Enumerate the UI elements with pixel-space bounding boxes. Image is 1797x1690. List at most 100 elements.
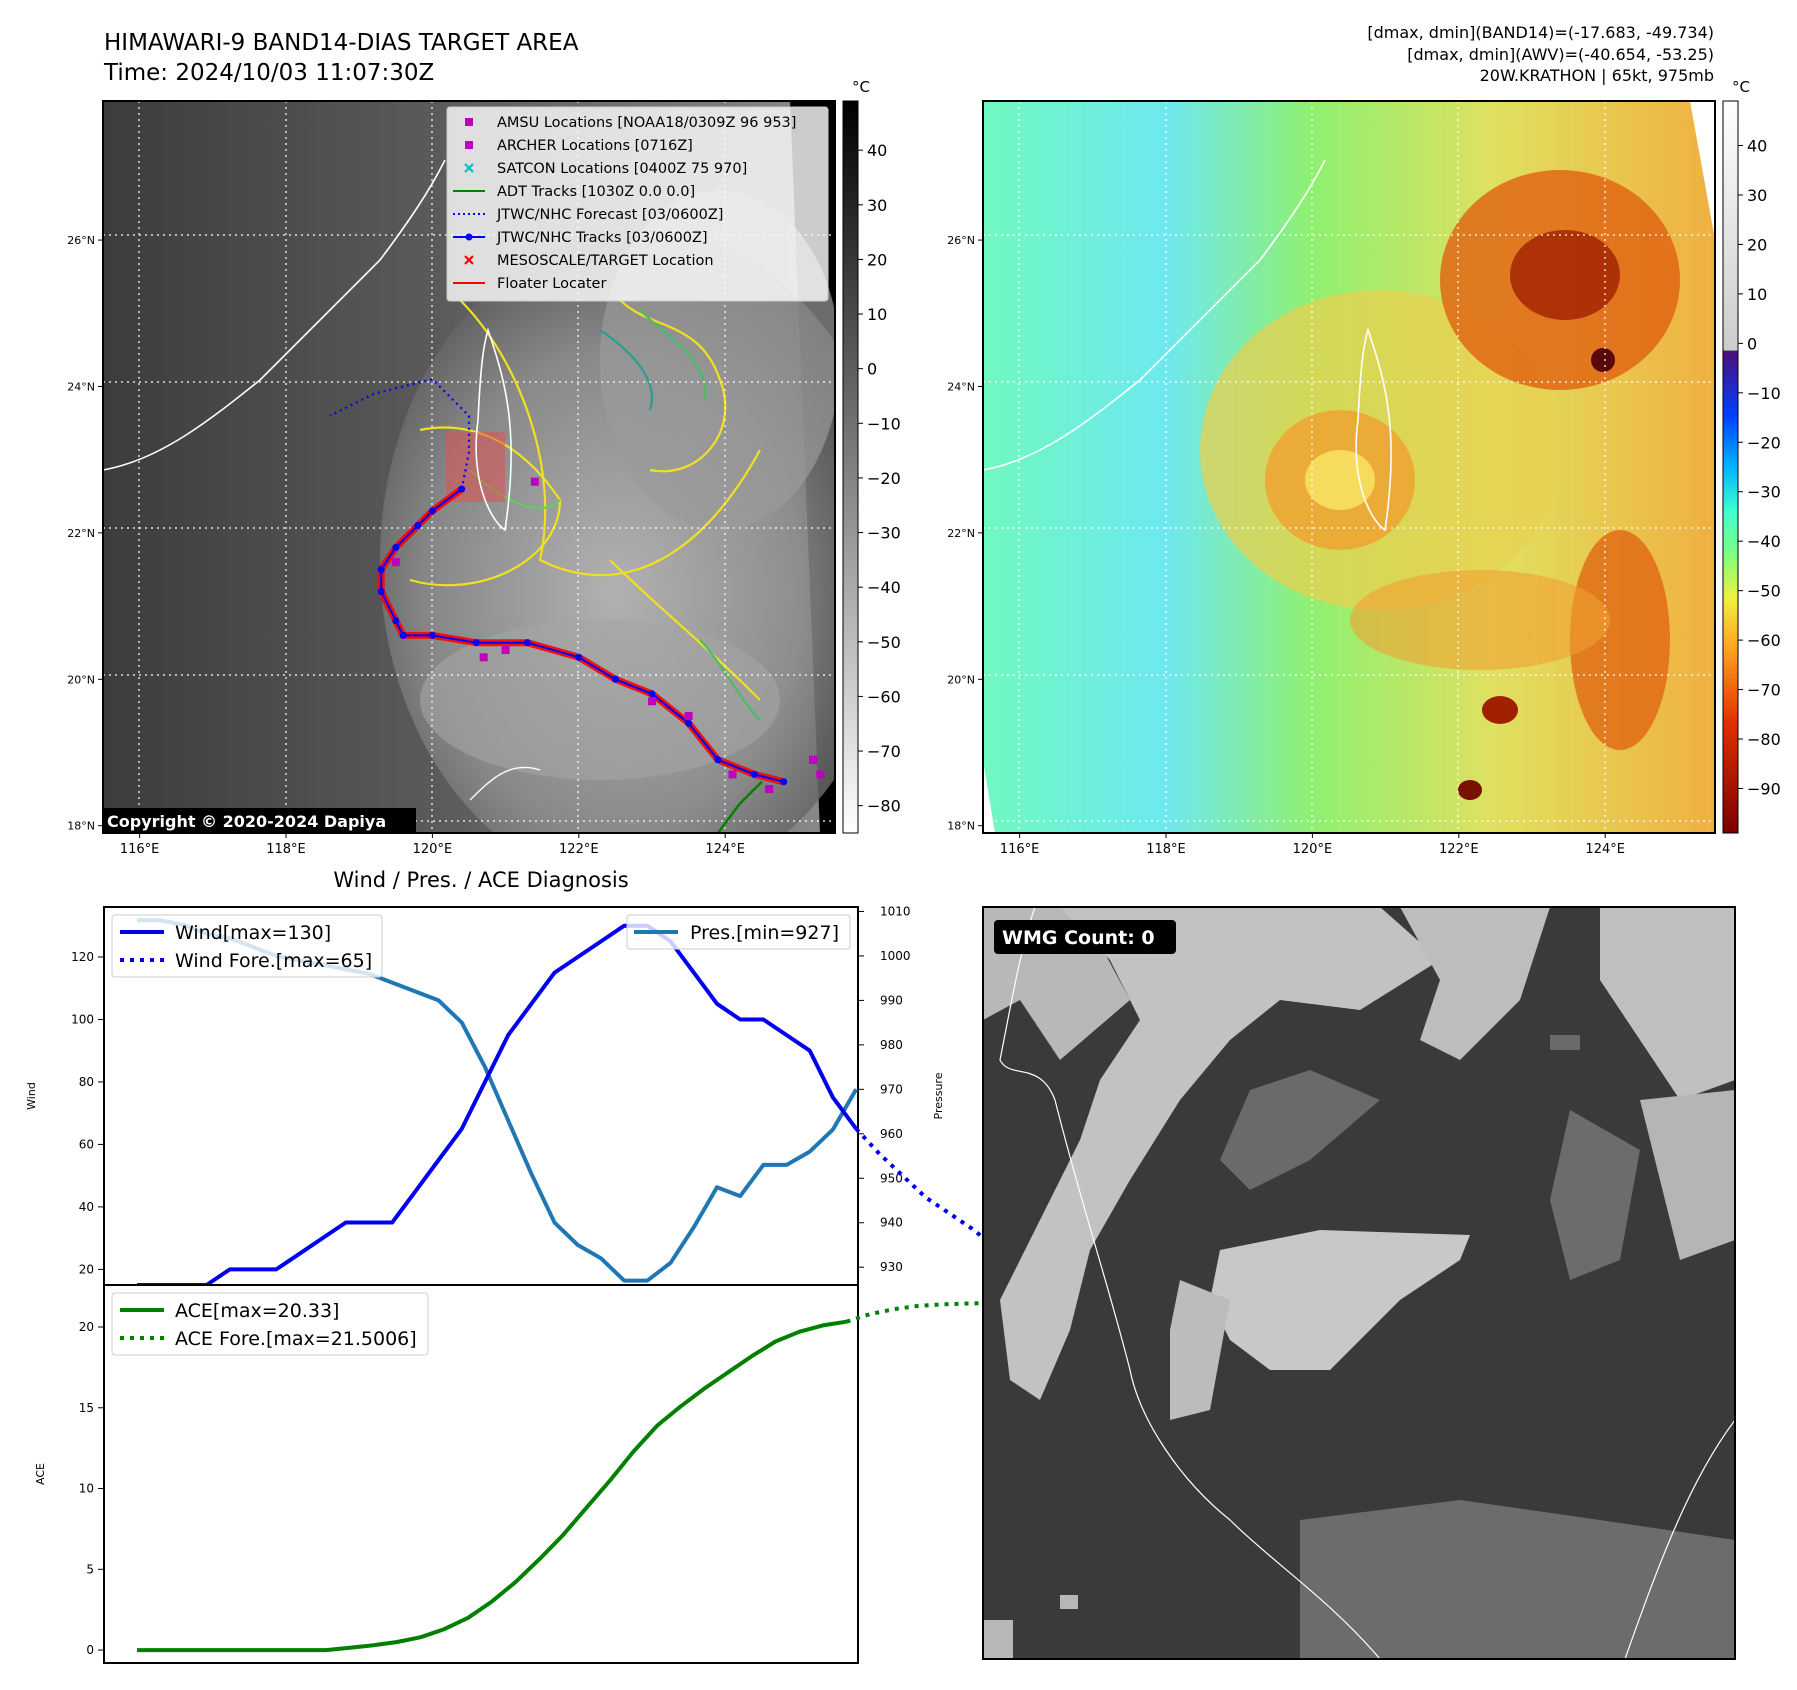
- colorbar-tick-label: −10: [1747, 384, 1781, 403]
- ir-lat-tick-label: 24°N: [67, 380, 95, 393]
- ir-lon-tick-label: 120°E: [413, 842, 453, 857]
- wind-tick-label: 60: [79, 1137, 94, 1151]
- wind-forecast-line: [854, 1127, 1020, 1271]
- color-lat-tick-label: 20°N: [947, 673, 975, 686]
- color-lon-tick-label: 122°E: [1439, 842, 1479, 857]
- map-legend: AMSU Locations [NOAA18/0309Z 96 953] ARCH…: [446, 106, 829, 302]
- legend-label: SATCON Locations [0400Z 75 970]: [497, 161, 747, 177]
- jtwc-track-point: [611, 675, 619, 683]
- info-line-3: 20W.KRATHON | 65kt, 975mb: [1480, 66, 1714, 85]
- colorbar-tick-label: 20: [867, 250, 887, 269]
- legend-marker-x: [464, 255, 474, 265]
- colorbar-tick-label: −40: [1747, 532, 1781, 551]
- wind-pressure-chart: 20 40 60 80 100 120 930 940 950 960 970 980 990 1000 1…: [71, 904, 1020, 1287]
- color-lon-tick-label: 124°E: [1585, 842, 1625, 857]
- legend-marker-square: [465, 141, 473, 149]
- colorbar-tick-label: 20: [1747, 235, 1767, 254]
- ace-legend-box: [111, 1292, 429, 1356]
- copyright-text: Copyright © 2020-2024 Dapiya: [107, 812, 386, 831]
- figure-title: HIMAWARI-9 BAND14-DIAS TARGET AREA: [104, 30, 579, 56]
- legend-marker-square: [465, 118, 473, 126]
- info-line-2: [dmax, dmin](AWV)=(-40.654, -53.25): [1407, 45, 1714, 64]
- jtwc-track-point: [399, 631, 407, 639]
- color-colorbar-label: °C: [1732, 78, 1750, 96]
- wind-tick-label: 120: [71, 950, 94, 964]
- color-lat-tick-label: 26°N: [947, 234, 975, 247]
- pressure-tick-label: 970: [880, 1082, 903, 1096]
- wind-legend-label: Wind[max=130]: [175, 922, 331, 944]
- jtwc-track-point: [750, 770, 758, 778]
- colorbar-tick-label: 30: [1747, 186, 1767, 205]
- ace-tick-label: 5: [86, 1562, 94, 1576]
- ir-lon-tick-label: 124°E: [705, 842, 745, 857]
- ace-tick-label: 20: [79, 1320, 94, 1334]
- legend-box: [446, 106, 829, 302]
- ir-colorbar-ticks: 40 30 20 10 0 −10 −20 −30 −40 −50 −60 −70 −80: [858, 141, 901, 816]
- ir-lat-tick-label: 22°N: [67, 527, 95, 540]
- pressure-tick-label: 1010: [880, 904, 911, 918]
- ir-colorbar-label: °C: [852, 78, 870, 96]
- storm-tracks: [329, 377, 825, 833]
- colorbar-tick-label: −90: [1747, 779, 1781, 798]
- color-map-frame: [982, 100, 1716, 834]
- jtwc-track-point: [392, 617, 400, 625]
- diagnosis-title: Wind / Pres. / ACE Diagnosis: [333, 868, 628, 892]
- colorbar-tick-label: 30: [867, 196, 887, 215]
- jtwc-track-point: [377, 565, 385, 573]
- ir-colorbar: [842, 100, 859, 834]
- colorbar-tick-label: −80: [1747, 730, 1781, 749]
- jtwc-track-point: [685, 719, 693, 727]
- colorbar-tick-label: −20: [1747, 433, 1781, 452]
- color-colorbar-ticks: 40 30 20 10 0 −10 −20 −30 −40 −50 −60 −70 −80 −90: [1738, 137, 1781, 798]
- color-lat-tick-label: 22°N: [947, 527, 975, 540]
- color-lon-tick-label: 120°E: [1293, 842, 1333, 857]
- colorbar-tick-label: −50: [867, 633, 901, 652]
- pressure-tick-label: 930: [880, 1260, 903, 1274]
- legend-label: JTWC/NHC Tracks [03/0600Z]: [496, 230, 708, 246]
- figure-time: Time: 2024/10/03 11:07:30Z: [103, 60, 434, 86]
- color-lat-tick-label: 18°N: [947, 820, 975, 833]
- ir-lat-tick-label: 26°N: [67, 234, 95, 247]
- legend-label: Floater Locater: [497, 276, 606, 292]
- colorbar-tick-label: −50: [1747, 582, 1781, 601]
- colorbar-tick-label: −80: [867, 797, 901, 816]
- adt-track-line: [716, 780, 763, 833]
- jtwc-track-point: [648, 690, 656, 698]
- wind-forecast-legend-label: Wind Fore.[max=65]: [175, 950, 372, 972]
- wind-tick-label: 80: [79, 1075, 94, 1089]
- wind-legend-box: [111, 914, 383, 978]
- legend-label: MESOSCALE/TARGET Location: [497, 253, 714, 269]
- pressure-legend-box: [626, 914, 851, 950]
- color-lon-tick-label: 116°E: [1000, 842, 1040, 857]
- amsu-marker: [530, 477, 539, 486]
- jtwc-track-point: [472, 639, 480, 647]
- amsu-marker: [391, 558, 400, 567]
- ace-axis-label: ACE: [34, 1463, 47, 1485]
- legend-label: JTWC/NHC Forecast [03/0600Z]: [496, 207, 723, 223]
- color-lon-tick-label: 118°E: [1146, 842, 1186, 857]
- color-map-axes: 116°E 118°E 120°E 122°E 124°E 18°N 20°N 22°N 24°…: [947, 234, 1625, 857]
- pressure-legend-label: Pres.[min=927]: [690, 922, 839, 944]
- amsu-marker: [816, 770, 825, 779]
- ir-lat-tick-label: 20°N: [67, 673, 95, 686]
- amsu-marker: [684, 711, 693, 720]
- color-lat-tick-label: 24°N: [947, 380, 975, 393]
- color-colorbar: [1722, 100, 1739, 834]
- legend-label: ADT Tracks [1030Z 0.0 0.0]: [497, 184, 695, 200]
- pressure-tick-label: 960: [880, 1127, 903, 1141]
- pressure-tick-label: 1000: [880, 949, 911, 963]
- ace-series-line: [137, 1319, 847, 1653]
- ace-chart: 0 5 10 15 20 ACE[max=20.33] ACE Fore.[max=21.5…: [79, 1292, 1013, 1657]
- wind-tick-label: 40: [79, 1200, 94, 1214]
- colorbar-tick-label: 10: [867, 305, 887, 324]
- ir-map-frame: [102, 100, 836, 834]
- amsu-marker: [479, 653, 488, 662]
- jtwc-track-point: [428, 507, 436, 515]
- jtwc-track-point: [714, 756, 722, 764]
- ir-lat-tick-label: 18°N: [67, 820, 95, 833]
- jtwc-track-line: [380, 488, 785, 783]
- colorbar-tick-label: 10: [1747, 285, 1767, 304]
- pressure-tick-label: 990: [880, 993, 903, 1007]
- jtwc-forecast-line: [329, 377, 471, 490]
- colorbar-tick-label: 0: [867, 360, 877, 379]
